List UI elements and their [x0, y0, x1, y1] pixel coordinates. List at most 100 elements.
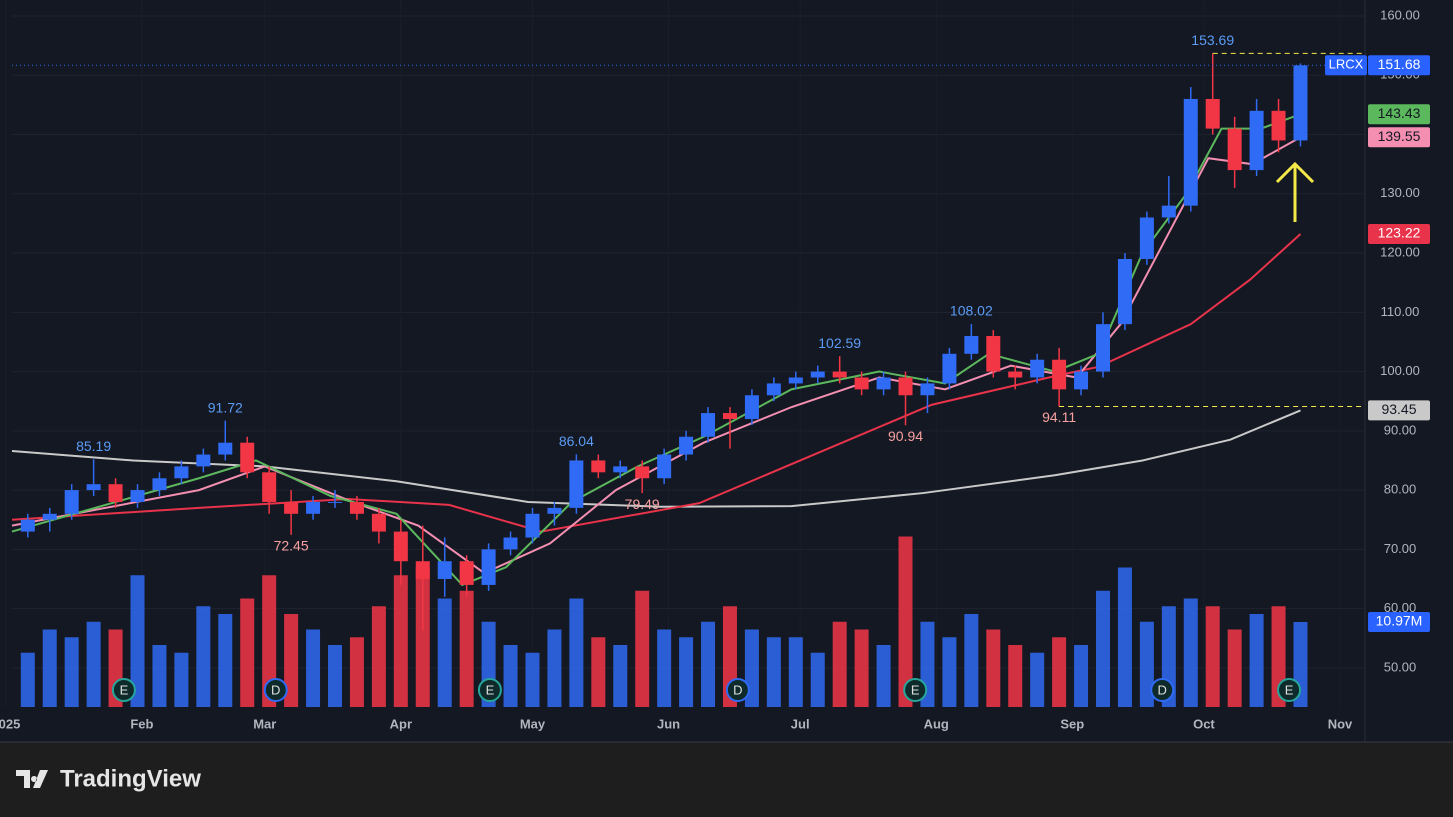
candle-body	[284, 501, 299, 514]
candle-body	[986, 336, 1001, 372]
volume-bar	[174, 652, 189, 707]
candle-body	[1205, 98, 1220, 129]
candle-body	[613, 466, 628, 473]
candle-body	[196, 454, 211, 467]
candle-body	[591, 460, 606, 473]
candle-body	[481, 549, 496, 585]
ticker-name: LRCX	[1329, 57, 1364, 72]
volume-bar	[64, 637, 79, 707]
volume-bar	[306, 629, 321, 707]
volume-bar	[1052, 637, 1067, 707]
candle-body	[262, 472, 277, 502]
candle-body	[657, 454, 672, 479]
ticker-tag	[1325, 55, 1367, 76]
volume-bar	[1074, 645, 1089, 707]
volume-bar	[1030, 652, 1045, 707]
candle-body	[64, 490, 79, 514]
event-marker	[477, 678, 502, 702]
volume-bar	[1249, 614, 1264, 707]
volume-bar	[810, 652, 825, 707]
price-tag-label: 123.22	[1378, 225, 1421, 241]
volume-bar	[393, 575, 408, 707]
candle-body	[1117, 258, 1132, 325]
candle-body	[1074, 371, 1089, 390]
event-label: E	[120, 682, 129, 697]
candle-body	[327, 501, 342, 503]
y-tick-label: 70.00	[1384, 541, 1417, 556]
candle-body	[832, 371, 847, 378]
volume-bar	[371, 606, 386, 707]
volume-bar	[547, 629, 562, 707]
price-tag	[1368, 400, 1430, 421]
volume-bar	[42, 629, 57, 707]
candle-body	[371, 513, 386, 532]
price-tag-label: 93.45	[1381, 401, 1416, 417]
volume-bar	[130, 575, 145, 707]
price-annotation: 86.04	[559, 433, 594, 449]
event-label: E	[911, 682, 920, 697]
volume-bar	[832, 621, 847, 707]
volume-bar	[349, 637, 364, 707]
volume-bar	[1139, 621, 1154, 707]
candle-body	[635, 466, 650, 479]
volume-bar	[942, 637, 957, 707]
candle-body	[306, 501, 321, 514]
x-tick-label: Oct	[1193, 716, 1215, 731]
y-tick-label: 130.00	[1380, 185, 1420, 200]
candle-body	[701, 413, 716, 437]
volume-bar	[86, 621, 101, 707]
volume-bar	[964, 614, 979, 707]
volume-bar	[569, 598, 584, 707]
candle-body	[1096, 324, 1111, 372]
candle-body	[1030, 359, 1045, 378]
volume-bar	[876, 645, 891, 707]
x-tick-label: May	[520, 716, 546, 731]
x-tick-label: Mar	[253, 716, 276, 731]
candle-body	[766, 383, 781, 396]
y-tick-label: 110.00	[1381, 304, 1420, 319]
candle-body	[1052, 359, 1067, 390]
x-tick-label: Jun	[657, 716, 680, 731]
volume-bar	[613, 645, 628, 707]
candle-body	[1293, 65, 1308, 141]
candle-body	[942, 353, 957, 384]
volume-bar	[196, 606, 211, 707]
volume-bar	[635, 590, 650, 707]
price-tag-label: 139.55	[1378, 128, 1421, 144]
candle-body	[130, 490, 145, 502]
event-marker	[111, 678, 136, 702]
candle-body	[1139, 217, 1154, 259]
volume-bar	[240, 598, 255, 707]
candle-body	[393, 531, 408, 562]
event-marker	[263, 678, 288, 702]
volume-bar	[284, 614, 299, 707]
price-annotation: 108.02	[950, 303, 993, 319]
y-tick-label: 90.00	[1384, 422, 1417, 437]
price-annotation: 79.49	[625, 496, 660, 512]
volume-bar	[1183, 598, 1198, 707]
x-tick-label: Jul	[791, 716, 810, 731]
candle-body	[174, 466, 189, 479]
volume-bar	[262, 575, 277, 707]
volume-bar	[898, 536, 913, 707]
candle-body	[437, 561, 452, 579]
moving-average	[11, 233, 1302, 533]
candle-body	[722, 413, 737, 419]
x-tick-label: Feb	[130, 716, 153, 731]
y-tick-label: 80.00	[1384, 482, 1417, 497]
candle-body	[1183, 98, 1198, 206]
volume-bar	[657, 629, 672, 707]
candle-body	[20, 519, 35, 532]
y-tick-label: 100.00	[1380, 363, 1420, 378]
candle-body	[503, 537, 518, 550]
candle-body	[108, 484, 123, 502]
event-label: D	[1158, 682, 1167, 697]
candle-body	[42, 513, 57, 520]
y-tick-label: 120.00	[1380, 244, 1420, 259]
volume-bar	[1117, 567, 1132, 707]
x-tick-label: 2025	[0, 716, 20, 731]
volume-bar	[701, 621, 716, 707]
arrow	[1275, 161, 1315, 222]
x-tick-label: Apr	[390, 716, 412, 731]
